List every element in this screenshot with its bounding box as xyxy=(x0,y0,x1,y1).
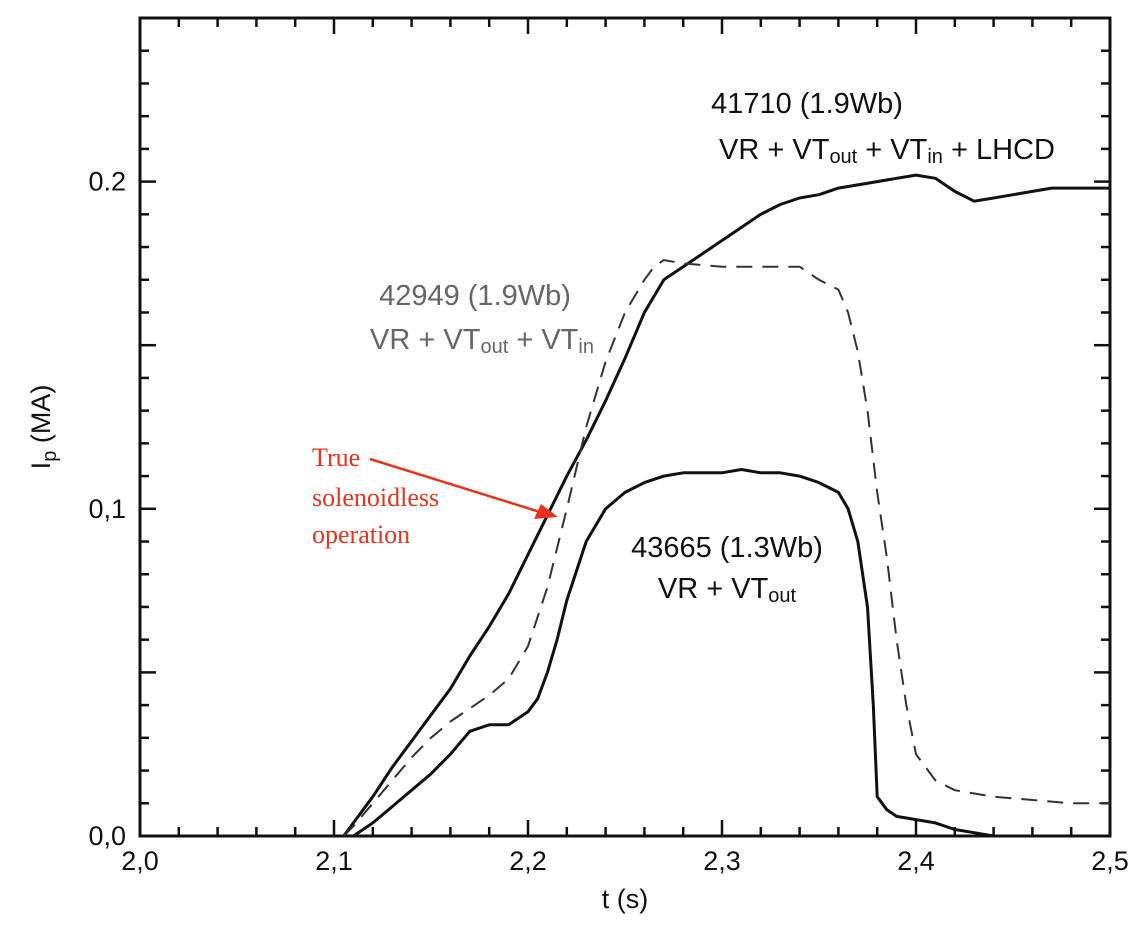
y-tick-label: 0,1 xyxy=(88,494,126,524)
annotation-41710-config: VR + VTout + VTin + LHCD xyxy=(719,134,1055,168)
annotation-41710-id: 41710 (1.9Wb) xyxy=(711,88,903,120)
x-axis-title: t (s) xyxy=(602,884,649,914)
annotation-42949-id: 42949 (1.9Wb) xyxy=(379,280,571,312)
x-tick-label: 2,1 xyxy=(315,846,353,876)
annotation-red-line-1: True xyxy=(312,443,360,472)
annotation-red-line-2: solenoidless xyxy=(312,483,439,512)
y-tick-label: 0.2 xyxy=(88,167,126,197)
x-tick-label: 2,3 xyxy=(703,846,741,876)
x-tick-label: 2,4 xyxy=(897,846,935,876)
series-line-1 xyxy=(342,259,1110,837)
y-axis-title: Ip (MA) xyxy=(26,385,61,470)
annotation-red-line-3: operation xyxy=(312,520,410,549)
x-tick-label: 2,0 xyxy=(121,846,159,876)
annotation-43665-id: 43665 (1.3Wb) xyxy=(631,532,823,564)
ticks xyxy=(138,16,1112,838)
series-line-0 xyxy=(342,173,1110,837)
x-tick-label: 2,2 xyxy=(509,846,547,876)
annotation-42949-config: VR + VTout + VTin xyxy=(370,324,594,358)
annotation-arrow xyxy=(369,457,558,519)
series-line-2 xyxy=(352,468,994,838)
tick-labels: 2,0 2,1 2,2 2,3 2,4 2,5 0,0 0,1 0.2 xyxy=(88,167,1128,876)
x-tick-label: 2,5 xyxy=(1091,846,1129,876)
y-tick-label: 0,0 xyxy=(88,821,126,851)
plot-frame xyxy=(138,16,1112,838)
annotation-43665-config: VR + VTout xyxy=(658,573,797,607)
series-group xyxy=(342,173,1110,838)
